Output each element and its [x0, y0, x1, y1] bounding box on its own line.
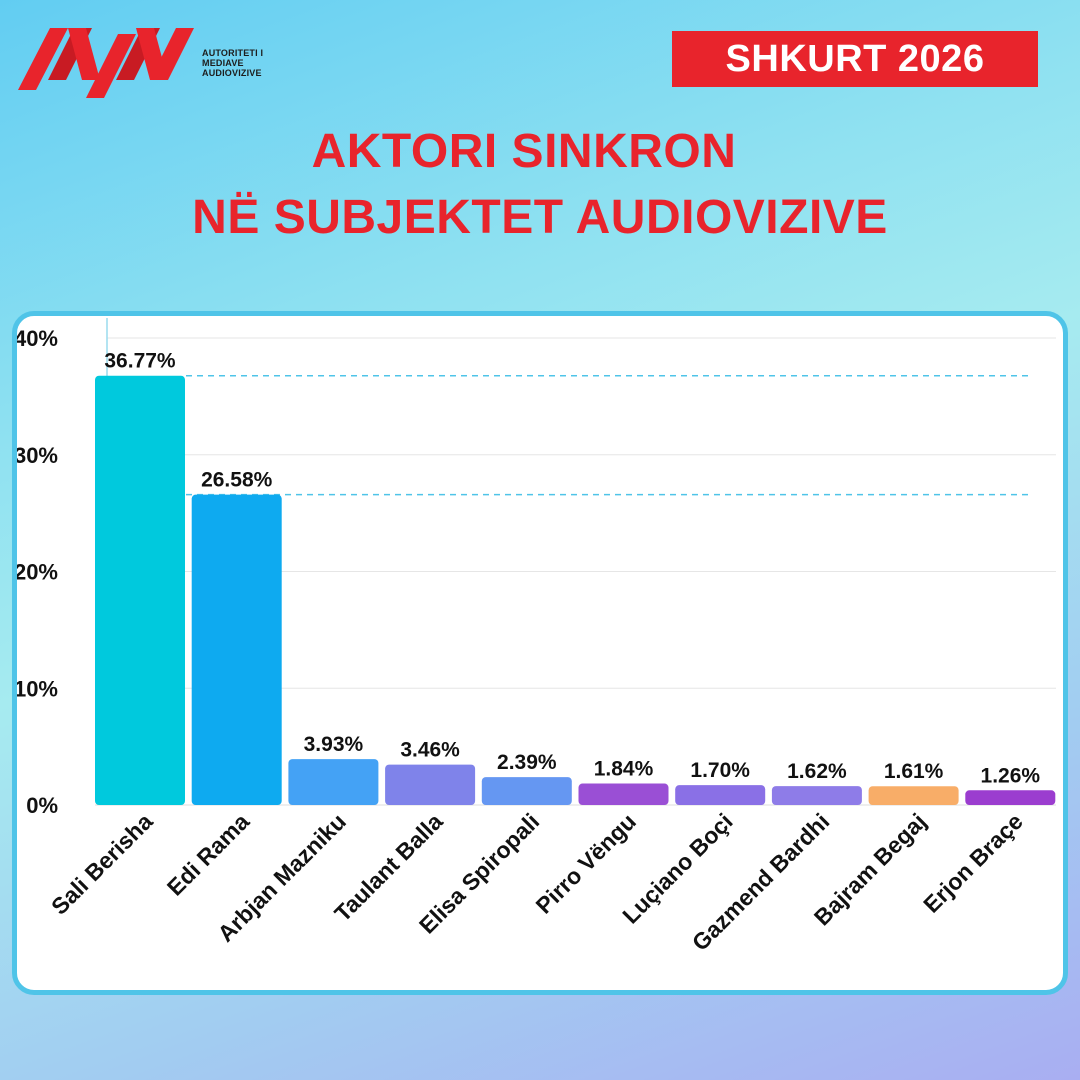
y-tick-label: 20% [17, 560, 58, 585]
data-label: 1.26% [981, 764, 1041, 787]
page-title-line-1: AKTORI SINKRON [311, 125, 737, 178]
bar [771, 786, 862, 805]
chart-card: 0% 10% 20% 30% 40% 36.77% Sali Berisha 26.58% Ed… [12, 311, 1068, 995]
data-label: 26.58% [201, 469, 273, 492]
ama-logo: AUTORITETI I MEDIAVE AUDIOVIZIVE [18, 20, 278, 110]
y-tick-label: 30% [17, 443, 58, 468]
data-label: 3.93% [304, 733, 364, 756]
bar [385, 764, 476, 805]
data-label: 3.46% [400, 739, 460, 762]
bar-chart: 0% 10% 20% 30% 40% 36.77% Sali Berisha 26.58% Ed… [17, 318, 1056, 956]
bar [288, 759, 379, 805]
logo-text-line-2: MEDIAVE [202, 58, 244, 68]
data-label: 1.62% [787, 760, 847, 783]
x-tick-label: Edi Rama [162, 808, 255, 901]
data-label: 1.70% [690, 759, 750, 782]
date-badge: SHKURT 2026 [672, 31, 1038, 87]
bar [965, 790, 1056, 805]
logo-text-line-3: AUDIOVIZIVE [202, 68, 262, 78]
bar [191, 494, 282, 805]
bar [675, 785, 766, 805]
x-tick-label: Erjon Braçe [918, 808, 1028, 918]
bar [481, 777, 572, 805]
data-label: 1.61% [884, 760, 944, 783]
data-label: 1.84% [594, 758, 654, 781]
logo-text-line-1: AUTORITETI I [202, 48, 264, 58]
bar [868, 786, 959, 805]
data-label: 36.77% [104, 350, 176, 373]
bar [578, 783, 669, 805]
page-title-line-2: NË SUBJEKTET AUDIOVIZIVE [192, 191, 888, 244]
bar [95, 375, 185, 805]
y-tick-label: 10% [17, 676, 58, 701]
x-tick-label: Sali Berisha [46, 808, 158, 920]
ama-logo-icon [18, 28, 194, 98]
data-label: 2.39% [497, 751, 557, 774]
y-tick-label: 0% [26, 793, 58, 818]
y-tick-label: 40% [17, 326, 58, 351]
